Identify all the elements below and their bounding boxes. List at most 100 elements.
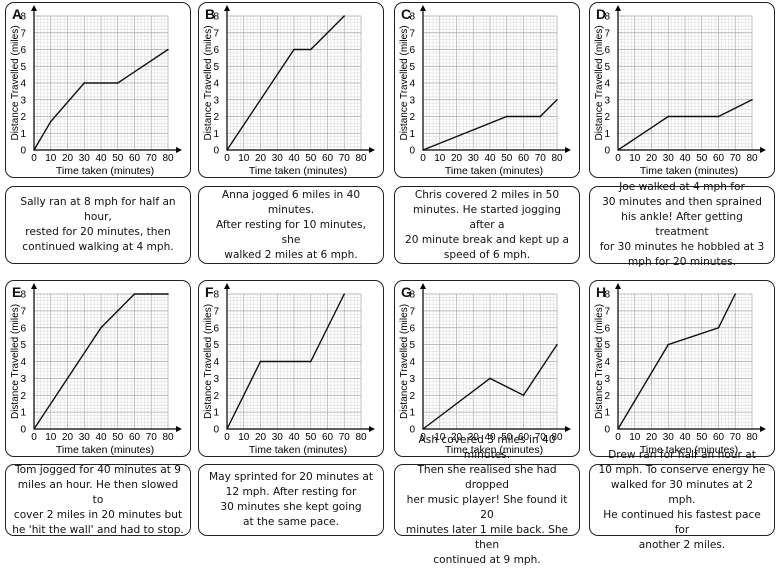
y-axis-arrow-icon	[224, 5, 230, 11]
x-tick-label: 50	[112, 153, 124, 164]
chart-card-a: A 0 10 20 30 40 50 60 70 80 0 1 2 3 4 5 6 7 8 Time taken (m…	[5, 2, 191, 178]
x-tick-label: 10	[434, 153, 446, 164]
caption-line: minutes later 1 mile back. She then	[405, 523, 569, 551]
y-tick-label: 0	[604, 146, 610, 157]
x-axis-title: Time taken (minutes)	[56, 444, 154, 456]
caption-line: at the same pace.	[243, 516, 339, 528]
y-tick-label: 8	[604, 12, 610, 23]
caption-line: Then she realised she had dropped	[417, 463, 557, 491]
x-axis-title: Time taken (minutes)	[249, 165, 347, 177]
y-axis-title: Distance Travelled (miles)	[203, 25, 214, 140]
y-tick-label: 7	[213, 306, 219, 317]
y-tick-label: 5	[20, 340, 26, 351]
y-tick-label: 3	[409, 95, 415, 106]
caption-line: Chris covered 2 miles in 50	[414, 188, 560, 201]
x-tick-label: 20	[451, 432, 463, 443]
y-tick-label: 8	[213, 12, 219, 23]
y-tick-label: 2	[409, 112, 415, 123]
x-tick-label: 70	[146, 153, 158, 164]
x-tick-label: 20	[62, 432, 74, 443]
data-point	[343, 15, 346, 17]
x-tick-label: 0	[420, 432, 426, 443]
data-point	[33, 149, 35, 151]
x-tick-label: 60	[713, 153, 725, 164]
x-tick-label: 30	[663, 432, 675, 443]
series-line	[226, 15, 345, 151]
y-tick-label: 2	[604, 391, 610, 402]
x-tick-label: 20	[255, 153, 267, 164]
y-tick-label: 4	[409, 79, 415, 90]
chart-label: E	[12, 284, 22, 300]
x-tick-label: 50	[305, 432, 317, 443]
data-point	[717, 115, 720, 118]
x-axis-title: Time taken (minutes)	[249, 444, 347, 456]
y-tick-label: 0	[409, 146, 415, 157]
chart-label: H	[596, 284, 607, 300]
y-tick-label: 8	[604, 290, 610, 301]
data-point	[667, 343, 670, 346]
x-tick-label: 30	[468, 153, 480, 164]
y-tick-label: 8	[409, 290, 415, 301]
y-tick-label: 0	[20, 146, 26, 157]
chart-card-c: C 0 10 20 30 40 50 60 70 80 0 1 2 3 4 5 6 7 8 Time taken (m…	[394, 2, 580, 178]
y-tick-label: 5	[604, 340, 610, 351]
caption-line: walked 2 miles at 6 mph.	[224, 248, 358, 261]
chart-label: G	[401, 284, 412, 300]
data-point	[539, 115, 542, 118]
y-tick-label: 7	[20, 306, 26, 317]
y-tick-label: 5	[20, 62, 26, 73]
y-axis-arrow-icon	[31, 5, 37, 11]
caption-b: Anna jogged 6 miles in 40 minutes. After …	[198, 186, 384, 264]
x-axis-arrow-icon	[176, 426, 182, 432]
y-tick-label: 6	[409, 323, 415, 334]
y-tick-label: 0	[20, 425, 26, 436]
y-tick-label: 4	[213, 79, 219, 90]
chart-svg: 0 10 20 30 40 50 60 70 80 0 1 2 3 4 5 6 7 8 Time taken (mi…	[203, 5, 375, 177]
data-point	[556, 343, 558, 346]
x-axis-title: Time taken (minutes)	[445, 444, 543, 456]
data-point	[751, 98, 753, 101]
caption-line: 30 minutes she kept going	[220, 501, 362, 513]
y-tick-label: 2	[20, 391, 26, 402]
y-tick-label: 4	[409, 357, 415, 368]
caption-line: After resting for 10 minutes, she	[216, 218, 366, 246]
series-line	[422, 99, 558, 151]
y-tick-label: 1	[20, 408, 26, 419]
series-line	[422, 344, 558, 430]
chart-card-d: D 0 10 20 30 40 50 60 70 80 0 1 2 3 4 5 6 7 8 Time taken (m…	[589, 2, 775, 178]
x-tick-label: 30	[272, 153, 284, 164]
y-tick-label: 0	[213, 425, 219, 436]
x-axis-arrow-icon	[369, 147, 375, 153]
chart-card-e: E 0 10 20 30 40 50 60 70 80 0 1 2 3 4 5 6 7 8 Time taken (m…	[5, 280, 191, 457]
y-tick-label: 3	[409, 374, 415, 385]
caption-f: May sprinted for 20 minutes at 12 mph. Af…	[198, 464, 384, 536]
x-tick-label: 40	[288, 432, 300, 443]
caption-line: Ash covered 3 miles in 40 minutes.	[418, 433, 556, 461]
chart-svg: 0 10 20 30 40 50 60 70 80 0 1 2 3 4 5 6 7 8 Time taken (mi…	[594, 5, 766, 177]
y-tick-label: 3	[20, 374, 26, 385]
chart-svg: 0 10 20 30 40 50 60 70 80 0 1 2 3 4 5 6 7 8 Time taken (mi…	[399, 5, 571, 177]
caption-line: 20 minute break and kept up a	[404, 233, 570, 246]
caption-line: continued walking at 4 mph.	[22, 241, 174, 253]
y-tick-label: 4	[20, 79, 26, 90]
x-tick-label: 80	[746, 432, 758, 443]
x-tick-label: 60	[518, 153, 530, 164]
caption-d: Joe walked at 4 mph for 30 minutes and th…	[589, 181, 775, 268]
chart-svg: 0 10 20 30 40 50 60 70 80 0 1 2 3 4 5 6 7 8 Time taken (mi…	[203, 283, 375, 456]
x-tick-label: 10	[629, 432, 641, 443]
x-tick-label: 0	[224, 153, 230, 164]
caption-line: Joe walked at 4 mph for	[619, 181, 745, 193]
y-tick-label: 6	[409, 45, 415, 56]
x-tick-label: 10	[45, 432, 57, 443]
y-tick-label: 5	[604, 62, 610, 73]
y-tick-label: 6	[604, 45, 610, 56]
caption-line: his ankle! After getting treatment	[621, 211, 743, 238]
caption-line: mph for 20 minutes.	[627, 256, 737, 268]
data-point	[100, 326, 102, 329]
caption-a: Sally ran at 8 mph for half an hour, rest…	[5, 186, 191, 264]
x-axis-arrow-icon	[760, 426, 766, 432]
data-point	[734, 293, 737, 295]
y-axis-arrow-icon	[420, 5, 426, 11]
y-tick-label: 1	[213, 129, 219, 140]
x-axis-title: Time taken (minutes)	[640, 444, 738, 456]
